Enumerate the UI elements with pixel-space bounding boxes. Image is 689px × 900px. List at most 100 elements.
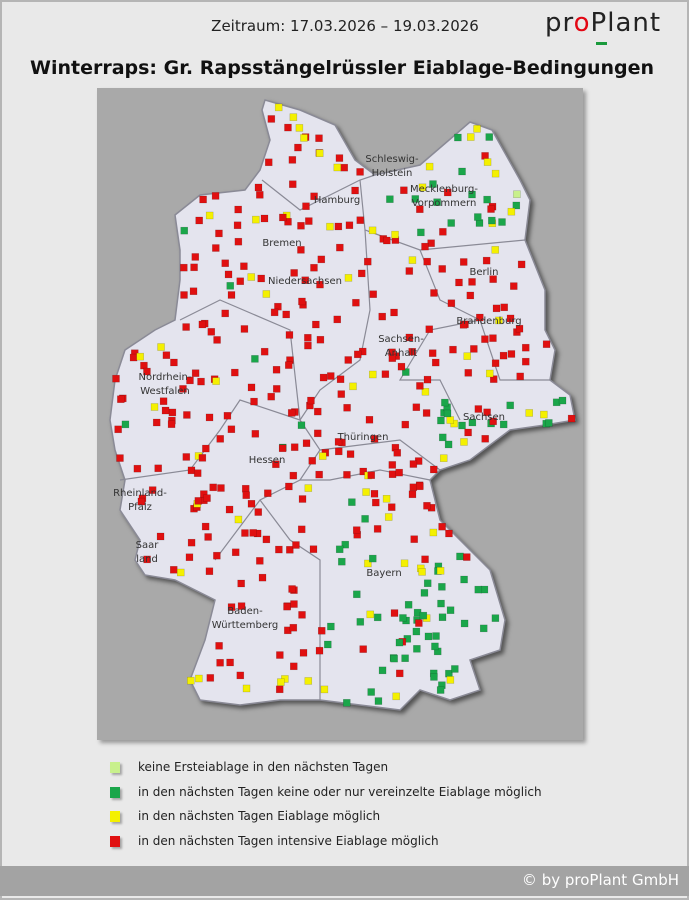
station-marker	[267, 115, 276, 123]
station-marker	[483, 158, 492, 166]
station-marker	[408, 490, 417, 499]
station-marker	[352, 298, 360, 307]
station-marker	[205, 567, 214, 575]
station-marker	[349, 382, 357, 391]
station-marker	[285, 482, 293, 491]
station-marker	[361, 515, 369, 523]
station-marker	[418, 183, 427, 192]
station-marker	[343, 699, 351, 707]
station-marker	[470, 345, 478, 353]
station-marker	[409, 460, 418, 468]
station-marker	[430, 289, 438, 297]
station-marker	[362, 488, 370, 496]
station-marker	[567, 414, 576, 423]
station-marker	[411, 195, 420, 203]
station-marker	[491, 359, 500, 367]
station-marker	[487, 205, 495, 213]
station-marker	[256, 191, 264, 199]
station-marker	[364, 559, 372, 568]
state-label: Sachsen-Anhalt	[378, 334, 424, 359]
station-marker	[185, 553, 194, 562]
station-marker	[399, 614, 407, 622]
station-marker	[439, 433, 447, 442]
station-marker	[356, 618, 365, 626]
station-marker	[162, 351, 171, 359]
station-marker	[327, 372, 335, 380]
station-marker	[176, 568, 185, 577]
station-marker	[423, 375, 432, 384]
state-label: Sachsen	[463, 412, 505, 423]
station-marker	[317, 627, 326, 635]
station-marker	[191, 369, 200, 377]
station-marker	[240, 262, 248, 270]
station-marker	[209, 483, 217, 492]
station-marker	[416, 382, 424, 390]
station-marker	[114, 425, 122, 434]
station-marker	[250, 397, 258, 406]
state-border	[261, 174, 376, 211]
station-marker	[454, 133, 462, 142]
station-marker	[438, 522, 446, 531]
station-marker	[463, 352, 472, 360]
station-marker	[418, 568, 426, 576]
station-marker	[368, 226, 377, 235]
station-marker	[315, 470, 323, 479]
map-title: Winterraps: Gr. Rapsstängelrüssler Eiabl…	[30, 57, 655, 79]
station-marker	[446, 676, 455, 684]
station-marker	[284, 218, 292, 226]
station-marker	[215, 229, 223, 238]
station-marker	[474, 585, 483, 594]
station-marker	[438, 613, 447, 621]
state-label: Bayern	[366, 568, 401, 579]
station-marker	[437, 599, 445, 608]
station-marker	[231, 368, 239, 377]
station-marker	[304, 677, 313, 685]
period-label: Zeitraum: 17.03.2026 – 19.03.2026	[211, 17, 479, 35]
station-marker	[203, 494, 211, 502]
station-marker	[231, 548, 240, 557]
station-marker	[317, 255, 326, 264]
state-labels: Schleswig-Holstein Hamburg Mecklenburg-Vor…	[113, 154, 522, 631]
legend-swatch-light-green	[110, 762, 120, 773]
station-marker	[479, 624, 488, 633]
station-marker	[388, 470, 397, 479]
station-marker	[302, 439, 311, 447]
station-marker	[236, 671, 245, 680]
station-marker	[506, 401, 514, 410]
station-marker	[180, 291, 188, 299]
state-label: Schleswig-Holstein	[365, 154, 419, 179]
station-marker	[405, 333, 414, 342]
station-marker	[424, 632, 433, 641]
station-marker	[289, 113, 298, 121]
station-marker	[386, 195, 394, 203]
station-marker	[242, 491, 250, 499]
station-marker	[257, 274, 265, 283]
station-marker	[290, 443, 299, 451]
station-marker	[491, 169, 500, 178]
station-marker	[159, 397, 168, 405]
station-marker	[224, 270, 233, 279]
station-marker	[372, 498, 380, 507]
station-marker	[495, 316, 503, 325]
station-marker	[558, 396, 567, 405]
state-border	[179, 299, 301, 421]
station-marker	[391, 230, 399, 239]
map-panel: Schleswig-Holstein Hamburg Mecklenburg-Vor…	[97, 88, 583, 740]
station-marker	[272, 460, 280, 469]
state-label: Baden-Württemberg	[212, 606, 279, 631]
station-marker	[336, 375, 345, 384]
station-marker	[289, 623, 298, 632]
station-marker	[421, 242, 429, 251]
station-marker	[473, 125, 481, 133]
station-marker	[522, 343, 530, 352]
station-marker	[428, 349, 437, 357]
station-marker	[335, 154, 344, 162]
station-marker	[412, 403, 421, 411]
station-marker	[431, 358, 440, 367]
station-marker	[506, 314, 515, 323]
station-marker	[446, 606, 455, 614]
station-marker	[390, 654, 398, 663]
station-marker	[383, 236, 391, 245]
station-marker	[338, 557, 346, 566]
